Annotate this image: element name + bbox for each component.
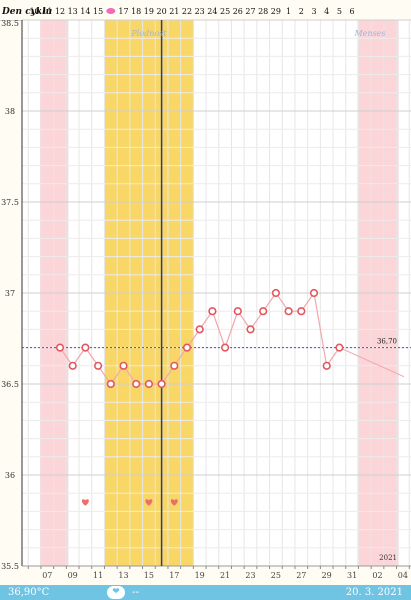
temperature-point bbox=[271, 288, 281, 298]
cycle-day-label: 17 bbox=[118, 7, 128, 16]
temperature-point bbox=[93, 361, 103, 370]
cycle-day-label: 2 bbox=[299, 7, 304, 16]
x-date-label: 27 bbox=[296, 571, 306, 580]
x-date-label: 19 bbox=[195, 571, 205, 580]
heart-icon bbox=[170, 499, 178, 506]
x-date-label: 02 bbox=[372, 571, 382, 580]
cycle-day-label: 21 bbox=[169, 7, 179, 16]
x-date-label: 13 bbox=[118, 571, 128, 580]
temperature-point bbox=[170, 361, 179, 370]
cycle-day-label: 19 bbox=[144, 7, 154, 16]
cycle-day-label: 28 bbox=[258, 7, 268, 16]
temperature-point bbox=[221, 343, 230, 352]
fertile-label: Plodnost bbox=[130, 29, 167, 38]
heart-icon bbox=[145, 499, 153, 506]
temperature-point bbox=[284, 307, 293, 316]
x-date-label: 11 bbox=[93, 571, 103, 580]
temperature-point bbox=[55, 343, 65, 352]
x-date-label: 04 bbox=[398, 571, 408, 580]
cycle-day-label: 14 bbox=[80, 7, 90, 16]
cycle-day-label: 20 bbox=[157, 7, 167, 16]
x-date-label: 21 bbox=[220, 571, 230, 580]
cycle-day-label: 18 bbox=[131, 7, 141, 16]
y-tick-label: 35.5 bbox=[1, 562, 19, 571]
temperature-point bbox=[208, 307, 217, 316]
x-date-label: 09 bbox=[68, 571, 78, 580]
current-temperature: 36,90°C bbox=[8, 587, 50, 598]
temperature-point bbox=[246, 325, 255, 334]
cycle-day-label: 4 bbox=[324, 7, 329, 16]
temperature-point bbox=[157, 379, 166, 389]
x-date-label: 29 bbox=[322, 571, 332, 580]
temperature-point bbox=[309, 288, 319, 298]
x-date-label: 15 bbox=[144, 571, 154, 580]
cycle-day-label: 11 bbox=[42, 7, 52, 16]
pink-egg-icon bbox=[106, 8, 116, 14]
heart-icon[interactable]: ❤ bbox=[107, 586, 125, 599]
cycle-day-label: 12 bbox=[55, 7, 65, 16]
temperature-point bbox=[119, 361, 128, 370]
x-date-label: 25 bbox=[271, 571, 281, 580]
y-tick-label: 38 bbox=[5, 107, 15, 116]
temperature-point bbox=[182, 343, 192, 352]
y-tick-label: 36 bbox=[5, 471, 15, 480]
temperature-point bbox=[144, 379, 153, 389]
cycle-day-label: 24 bbox=[207, 7, 217, 16]
temperature-point bbox=[195, 325, 204, 334]
cycle-day-label: 27 bbox=[245, 7, 255, 16]
temperature-point bbox=[81, 343, 90, 352]
y-tick-label: 36.5 bbox=[1, 380, 19, 389]
cycle-day-label: 6 bbox=[350, 7, 355, 16]
temperature-point bbox=[259, 307, 268, 316]
temperature-point bbox=[297, 307, 306, 316]
cycle-day-label: 15 bbox=[93, 7, 103, 16]
temperature-point bbox=[233, 307, 242, 316]
temperature-point bbox=[335, 343, 344, 352]
heart-value: -- bbox=[132, 587, 140, 598]
temperature-point bbox=[132, 379, 141, 389]
cycle-day-label: 26 bbox=[233, 7, 243, 16]
menses-label: Menses bbox=[353, 29, 385, 38]
cycle-day-label: 10 bbox=[30, 7, 40, 16]
temperature-point bbox=[106, 379, 115, 389]
cycle-day-label: 1 bbox=[286, 7, 291, 16]
temperature-point bbox=[68, 361, 77, 370]
cycle-day-label: 3 bbox=[311, 7, 316, 16]
trend-line bbox=[339, 347, 405, 378]
status-bar: 36,90°C ❤ -- 20. 3. 2021 bbox=[0, 585, 411, 600]
header-title: Den cyklu bbox=[1, 7, 53, 17]
cycle-day-label: 25 bbox=[220, 7, 230, 16]
x-date-label: 07 bbox=[42, 571, 52, 580]
cycle-day-label: 23 bbox=[195, 7, 205, 16]
cycle-day-label: 22 bbox=[182, 7, 192, 16]
year-label: 2021 bbox=[379, 554, 397, 562]
cycle-day-label: 29 bbox=[271, 7, 281, 16]
y-tick-label: 37.5 bbox=[1, 198, 19, 207]
x-date-label: 17 bbox=[169, 571, 179, 580]
cycle-day-label: 5 bbox=[337, 7, 342, 16]
temperature-point bbox=[322, 361, 331, 370]
x-date-label: 23 bbox=[245, 571, 255, 580]
y-tick-label: 38.5 bbox=[1, 19, 19, 28]
x-date-label: 31 bbox=[347, 571, 357, 580]
coverline-label: 36,70 bbox=[377, 338, 397, 346]
current-date[interactable]: 20. 3. 2021 bbox=[345, 587, 403, 598]
heart-icon bbox=[81, 499, 89, 506]
cycle-day-label: 13 bbox=[68, 7, 78, 16]
y-tick-label: 37 bbox=[5, 289, 15, 298]
